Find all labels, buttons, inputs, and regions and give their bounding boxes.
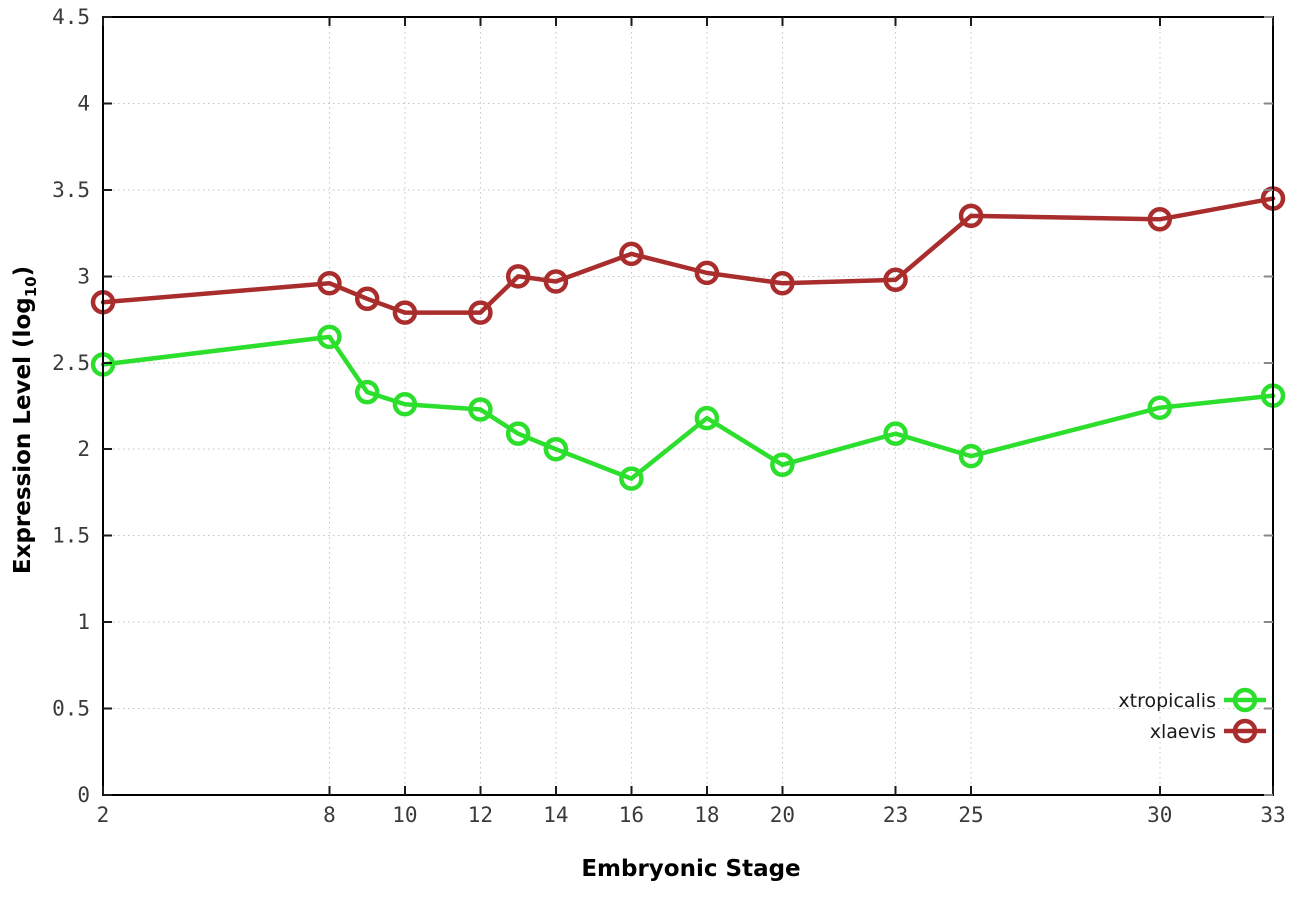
data-point-xtropicalis <box>958 443 984 469</box>
y-axis-title-close: ) <box>10 266 36 277</box>
grid-layer <box>103 17 1273 795</box>
data-point-xtropicalis <box>468 397 493 422</box>
y-tick-label: 0 <box>77 783 90 807</box>
y-tick-label: 2 <box>77 437 90 461</box>
data-point-xlaevis <box>958 203 984 229</box>
data-point-xlaevis <box>354 286 380 312</box>
data-point-xlaevis <box>1147 207 1173 232</box>
legend-label-xtropicalis: xtropicalis <box>1118 690 1216 712</box>
legend-label-xlaevis: xlaevis <box>1150 721 1216 743</box>
data-point-xtropicalis <box>317 324 342 350</box>
data-point-xlaevis <box>543 269 569 294</box>
data-point-xtropicalis <box>770 452 795 478</box>
data-point-xlaevis <box>468 300 493 325</box>
x-tick-label: 25 <box>958 803 983 827</box>
y-tick-label: 1.5 <box>52 524 90 548</box>
data-point-xtropicalis <box>694 405 720 431</box>
data-point-xtropicalis <box>1147 395 1173 420</box>
data-point-xlaevis <box>883 267 908 293</box>
x-tick-label: 2 <box>97 803 110 827</box>
y-tick-label: 0.5 <box>52 697 90 721</box>
frame-layer <box>102 16 1274 796</box>
y-axis-title: Expression Level (log10) <box>10 266 40 574</box>
y-axis-title-text: Expression Level (log <box>10 297 36 574</box>
x-tick-label: 12 <box>468 803 493 827</box>
data-point-xlaevis <box>619 241 644 267</box>
x-tick-label: 18 <box>694 803 719 827</box>
label-layer: 2 8 10 12 14 16 18 20 23 25 30 33 0 0.5 1 1.5 2 2.5 3 3.5 4 4… <box>10 5 1286 882</box>
x-tick-label: 14 <box>543 803 568 827</box>
data-point-xlaevis <box>770 270 795 296</box>
y-tick-label: 2.5 <box>52 351 90 375</box>
y-tick-label: 3.5 <box>52 178 90 202</box>
data-point-xtropicalis <box>619 466 644 491</box>
x-tick-label: 30 <box>1147 803 1172 827</box>
x-tick-label: 20 <box>770 803 795 827</box>
data-point-xlaevis <box>392 300 418 325</box>
y-axis-title-subscript: 10 <box>22 276 40 297</box>
y-tick-label: 3 <box>77 264 90 288</box>
x-tick-label: 16 <box>619 803 644 827</box>
data-point-xtropicalis <box>543 436 569 462</box>
data-point-xtropicalis <box>354 379 380 405</box>
x-tick-label: 10 <box>392 803 417 827</box>
series-line-xtropicalis <box>100 334 1276 481</box>
legend-marker-xlaevis <box>1232 718 1258 744</box>
x-axis-title: Embryonic Stage <box>581 856 800 882</box>
y-tick-label: 1 <box>77 610 90 634</box>
y-tick-label: 4.5 <box>52 5 90 29</box>
data-point-xlaevis <box>505 264 531 289</box>
data-point-xlaevis <box>317 270 342 296</box>
series-layer <box>90 186 1286 491</box>
data-point-xtropicalis <box>392 392 418 417</box>
plot-border <box>102 16 1274 796</box>
x-tick-label: 33 <box>1260 803 1285 827</box>
series-line-xlaevis <box>100 196 1276 315</box>
data-point-xtropicalis <box>883 421 908 446</box>
x-tick-label: 8 <box>323 803 336 827</box>
legend: xtropicalis xlaevis <box>1118 687 1266 744</box>
tick-layer <box>102 16 1274 796</box>
x-tick-label: 23 <box>883 803 908 827</box>
legend-marker-xtropicalis <box>1232 687 1258 713</box>
data-point-xlaevis <box>694 260 720 286</box>
data-point-xtropicalis <box>505 421 531 446</box>
y-tick-label: 4 <box>77 91 90 115</box>
